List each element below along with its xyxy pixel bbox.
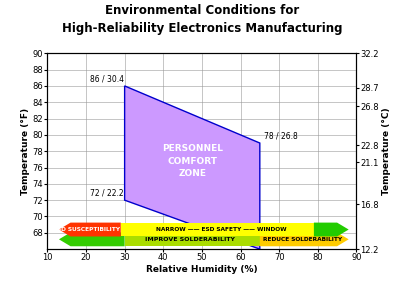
Y-axis label: Temperature (°F): Temperature (°F): [21, 108, 30, 195]
Text: PERSONNEL
COMFORT
ZONE: PERSONNEL COMFORT ZONE: [162, 144, 223, 178]
Polygon shape: [124, 86, 260, 249]
Text: 66 / 13.3: 66 / 13.3: [264, 238, 298, 247]
Polygon shape: [314, 223, 349, 236]
Text: NARROW —— ESD SAFETY —— WINDOW: NARROW —— ESD SAFETY —— WINDOW: [156, 227, 286, 232]
Text: Environmental Conditions for: Environmental Conditions for: [105, 4, 299, 17]
Text: 78 / 26.8: 78 / 26.8: [264, 132, 297, 141]
Polygon shape: [59, 232, 124, 246]
Polygon shape: [121, 223, 314, 236]
Polygon shape: [59, 223, 121, 236]
Y-axis label: Temperature (°C): Temperature (°C): [382, 107, 391, 195]
Text: ESD SUSCEPTIBILITY: ESD SUSCEPTIBILITY: [52, 227, 119, 232]
Text: REDUCE SOLDERABILITY: REDUCE SOLDERABILITY: [263, 237, 342, 242]
Text: High-Reliability Electronics Manufacturing: High-Reliability Electronics Manufacturi…: [62, 22, 342, 35]
Text: 72 / 22.2: 72 / 22.2: [90, 189, 124, 198]
Text: IMPROVE SOLDERABILITY: IMPROVE SOLDERABILITY: [145, 237, 235, 242]
X-axis label: Relative Humidity (%): Relative Humidity (%): [146, 265, 258, 274]
Polygon shape: [260, 232, 349, 246]
Text: 86 / 30.4: 86 / 30.4: [90, 75, 124, 84]
Polygon shape: [124, 232, 260, 246]
